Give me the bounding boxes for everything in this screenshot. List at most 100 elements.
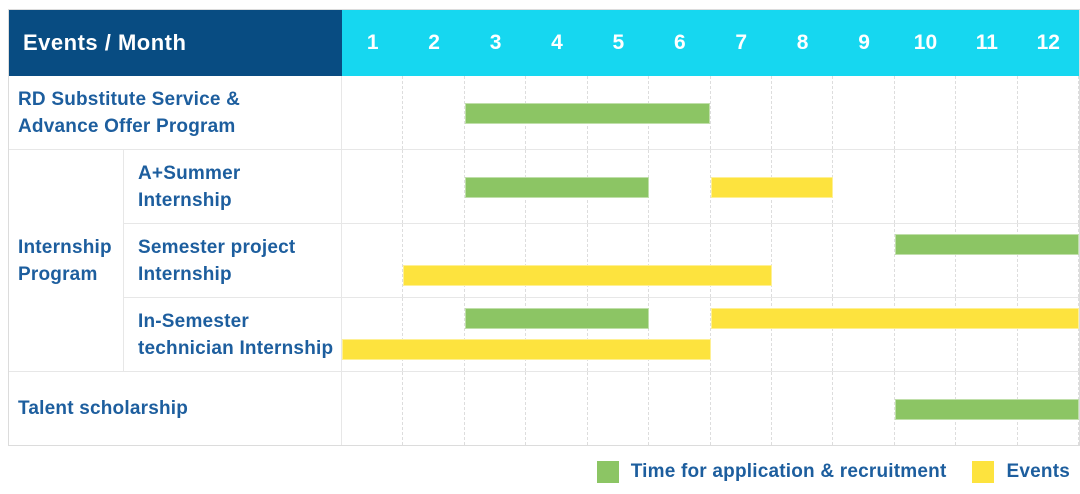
legend-swatch-application (596, 461, 619, 483)
month-column (403, 224, 465, 297)
month-column (342, 298, 404, 371)
month-column (649, 224, 711, 297)
month-grid (342, 372, 1079, 445)
month-column (588, 298, 650, 371)
month-column (772, 224, 834, 297)
row-label: RD Substitute Service & Advance Offer Pro… (9, 76, 342, 149)
table-header: Events / Month 1 2 3 4 5 6 7 8 9 10 11 12 (9, 10, 1079, 76)
month-column (711, 224, 772, 297)
subrow-label: Semester project Internship (124, 224, 342, 297)
month-column (1018, 224, 1079, 297)
gantt-bar-event (710, 308, 1079, 329)
month-column (342, 224, 404, 297)
month-column (465, 372, 527, 445)
month-column (833, 372, 895, 445)
month-column (526, 298, 588, 371)
group-rows: A+Summer Internship Semester project Intern… (124, 150, 1079, 371)
month-column (956, 224, 1018, 297)
month-column (772, 76, 834, 149)
month-column (711, 298, 772, 371)
month-label: 3 (489, 31, 502, 54)
month-label: 7 (735, 31, 748, 54)
month-column (711, 372, 772, 445)
month-column (403, 372, 465, 445)
month-label: 4 (551, 31, 563, 54)
month-grid (342, 76, 1079, 149)
month-header-row: 1 2 3 4 5 6 7 8 9 10 11 12 (342, 10, 1079, 76)
month-column (895, 298, 957, 371)
legend: Time for application & recruitment Events (596, 461, 1070, 483)
month-column (526, 224, 588, 297)
legend-label: Events (1006, 461, 1070, 482)
month-column (403, 298, 465, 371)
gantt-bar-event (342, 339, 711, 360)
month-column (588, 224, 650, 297)
label-line: Internship (138, 189, 232, 211)
label-line: Advance Offer Program (18, 115, 236, 137)
month-column (588, 372, 650, 445)
month-column (895, 224, 957, 297)
month-column (342, 372, 404, 445)
month-column (772, 372, 834, 445)
month-column (1018, 76, 1079, 149)
month-label: 12 (1036, 31, 1060, 54)
legend-item-event: Events (972, 461, 1070, 483)
label-line: Talent scholarship (18, 398, 189, 419)
gantt-bar-application (464, 176, 650, 198)
month-column (833, 150, 895, 223)
schedule-row: Talent scholarship (9, 371, 1079, 445)
month-column (1018, 150, 1079, 223)
month-column (956, 150, 1018, 223)
label-line: A+Summer (138, 162, 241, 184)
month-label: 2 (428, 31, 440, 54)
row-label: Talent scholarship (9, 372, 342, 445)
month-column (649, 298, 711, 371)
schedule-group: Internship Program A+Summer Internship Semes… (9, 149, 1079, 371)
gantt-bar-event (403, 265, 772, 286)
label-line: In-Semester (138, 310, 249, 332)
label-line: Internship (138, 263, 232, 285)
month-column (465, 224, 527, 297)
month-label: 1 (366, 31, 379, 54)
month-column (772, 298, 834, 371)
month-column (403, 76, 465, 149)
legend-label: Time for application & recruitment (630, 461, 947, 482)
month-label: 9 (858, 31, 870, 54)
label-line: Program (18, 263, 98, 285)
month-grid (342, 224, 1079, 297)
events-month-header: Events / Month (9, 10, 342, 76)
schedule-subrow: A+Summer Internship (124, 150, 1079, 223)
label-line: technician Internship (138, 337, 334, 359)
label-line: Semester project (138, 236, 296, 258)
group-label: Internship Program (9, 150, 124, 371)
month-grid (342, 150, 1079, 223)
schedule-table: Events / Month 1 2 3 4 5 6 7 8 9 10 11 12 RD Substi… (8, 9, 1080, 446)
month-label: 5 (612, 31, 625, 54)
month-column (956, 298, 1018, 371)
month-column (833, 76, 895, 149)
schedule-body: RD Substitute Service & Advance Offer Pro… (9, 76, 1079, 445)
month-column (649, 150, 711, 223)
month-column (895, 150, 957, 223)
month-label: 6 (673, 31, 686, 54)
month-label: 10 (913, 31, 938, 54)
month-column (342, 150, 404, 223)
legend-item-application: Time for application & recruitment (596, 461, 947, 483)
month-column (526, 372, 588, 445)
gantt-bar-application (894, 398, 1079, 420)
month-label: 8 (796, 31, 809, 54)
month-column (403, 150, 465, 223)
label-line: Internship (18, 236, 112, 258)
gantt-bar-event (710, 176, 834, 198)
month-column (1018, 298, 1079, 371)
legend-swatch-event (972, 461, 995, 483)
month-column (649, 372, 711, 445)
subrow-label: A+Summer Internship (124, 150, 342, 223)
gantt-bar-application (894, 234, 1079, 255)
month-column (465, 298, 527, 371)
month-grid (342, 298, 1079, 371)
gantt-bar-application (464, 102, 711, 124)
month-column (833, 224, 895, 297)
schedule-subrow: In-Semester technician Internship (124, 297, 1079, 371)
month-column (895, 76, 957, 149)
